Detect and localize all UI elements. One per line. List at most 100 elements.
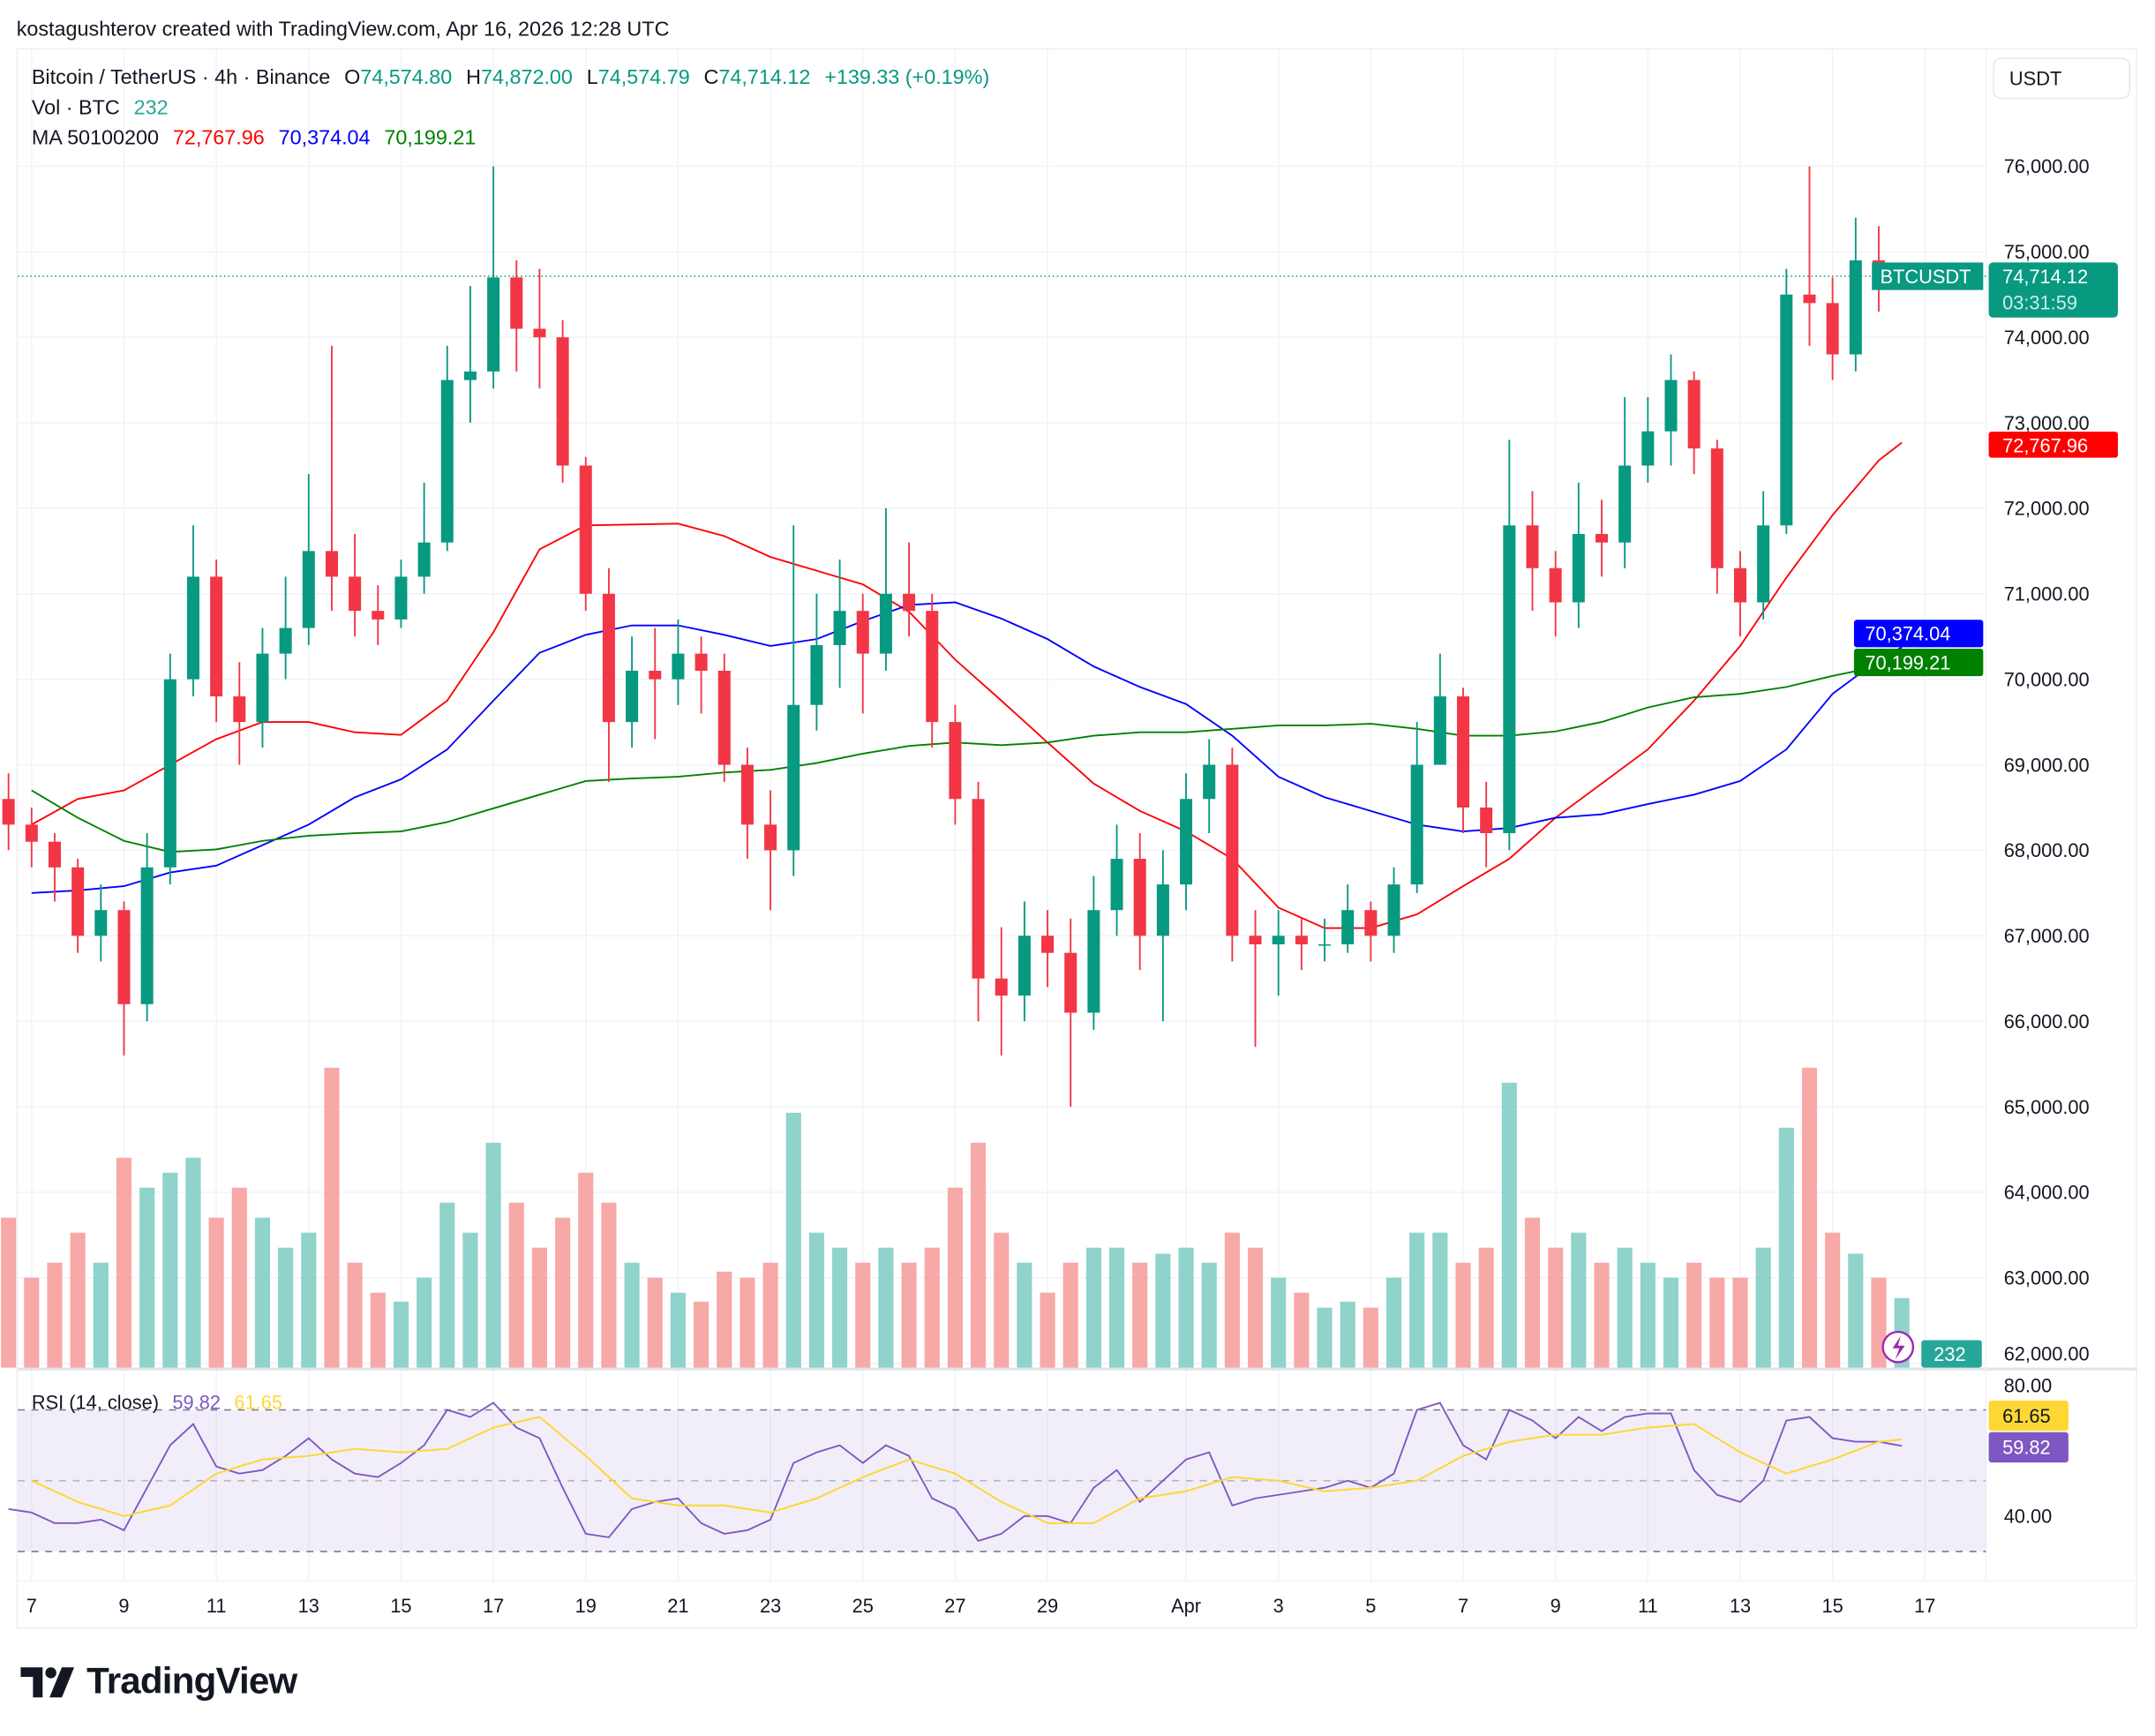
volume-bar [1617,1247,1633,1368]
volume-bar [624,1262,640,1368]
candle [325,345,338,612]
candle-body [602,593,615,723]
price-tick-label: 68,000.00 [2004,839,2090,861]
volume-bar [1017,1262,1032,1368]
time-tick-label: 15 [390,1595,411,1617]
candle-body [1826,303,1839,355]
volume-bar [878,1247,894,1368]
lightning-icon-bolt [1892,1335,1905,1360]
rsi-line [8,1402,1903,1542]
volume-bar [1801,1067,1818,1368]
candle [833,560,846,688]
candle [1803,166,1816,346]
candle [579,456,592,612]
candle-body [1156,884,1169,936]
tradingview-wordmark: TradingView [86,1660,297,1702]
price-tick-label: 69,000.00 [2004,754,2090,776]
ma-price-tag [1988,432,2118,458]
volume-bar [1848,1253,1864,1368]
symbol-title[interactable]: Bitcoin / TetherUS · 4h · Binance [31,65,331,90]
candle-body [764,824,777,851]
candle-body [1087,910,1100,1013]
volume-bar [970,1142,987,1368]
candle [117,901,131,1056]
candle [1480,781,1493,868]
tradingview-logo-icon [20,1666,75,1697]
volume-bar [1247,1247,1264,1368]
candle-body [1433,696,1446,765]
volume-bar [740,1277,755,1368]
rsi-tag [1988,1432,2069,1463]
candle [1549,551,1562,637]
last-price-tag [1988,262,2118,318]
candle-body [1295,936,1308,944]
candle-body [233,696,246,723]
volume-bar [1732,1277,1748,1368]
candle [279,576,292,680]
price-tick-label: 66,000.00 [2004,1011,2090,1033]
symbol-legend: Bitcoin / TetherUS · 4h · Binance O74,57… [32,66,998,89]
candle [1180,773,1193,911]
candle [1249,910,1262,1048]
candle-body [1456,696,1470,808]
close-value: 74,714.12 [718,65,811,90]
price-tick-label: 62,000.00 [2004,1343,2090,1365]
volume-bar [485,1142,501,1368]
candle-body [163,679,176,868]
lightning-icon[interactable] [1881,1330,1915,1364]
candle-body [210,576,223,697]
volume-bar [1709,1277,1725,1368]
volume-label[interactable]: Vol · BTC [31,96,120,120]
candle-body [1249,936,1262,944]
candle [1526,491,1539,612]
volume-bar [139,1187,155,1368]
volume-bar [1548,1247,1564,1368]
candle [879,507,892,671]
candle-body [1641,431,1655,466]
candle [372,585,385,645]
ma-label[interactable]: MA 50100200 [31,126,160,150]
low-label: L [586,65,598,90]
candle-body [626,670,639,723]
rsi-label[interactable]: RSI (14, close) [31,1391,160,1414]
candle-body [672,653,685,680]
candle [510,260,523,372]
time-tick-label: 11 [206,1595,227,1617]
volume-bar [808,1232,824,1368]
candle [1387,867,1400,953]
price-tick-label: 74,000.00 [2004,327,2090,349]
candle-body [186,576,199,680]
volume-bar [1155,1253,1171,1368]
candle [1572,482,1585,628]
candle-body [1272,936,1285,944]
candle-body [510,277,523,329]
currency-button[interactable]: USDT [1993,57,2130,100]
tradingview-logo[interactable]: TradingView [20,1660,297,1702]
price-tick-label: 73,000.00 [2004,412,2090,434]
time-tick-label: 9 [1551,1595,1561,1617]
candle-body [833,611,846,645]
candle [1664,354,1678,466]
volume-bar [901,1262,917,1368]
candle-body [302,551,315,628]
ma-price-tag [1853,620,1984,648]
candle-body [349,576,362,612]
symbol-tag [1872,262,1984,290]
ma200-line [31,661,1903,853]
volume-bar [1108,1247,1125,1368]
volume-bar [1478,1247,1494,1368]
close-label: C [703,65,719,90]
candle [1272,910,1285,996]
volume-bar [647,1277,663,1368]
time-tick-label: 17 [1914,1595,1935,1617]
time-tick-label: 25 [852,1595,874,1617]
candle-body [25,824,38,842]
candle-body [1526,525,1539,568]
volume-bar [116,1157,132,1368]
candle [48,833,61,902]
price-tick-label: 63,000.00 [2004,1267,2090,1289]
candle-body [1226,764,1239,936]
candle-body [140,867,154,1004]
volume-bar [1224,1232,1240,1368]
